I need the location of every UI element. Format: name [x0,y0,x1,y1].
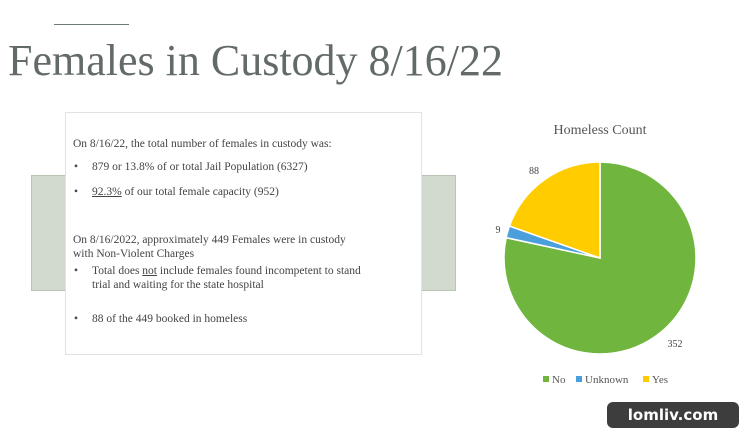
homeless-pie-chart: Homeless Count 352 9 88 No Unknown Yes [470,112,732,398]
data-label-yes: 88 [529,166,539,177]
bullet-symbol: • [74,313,79,325]
title-accent-line [54,24,129,25]
watermark-badge: lomliv.com [607,402,739,428]
bullet-incompetent-line-2: trial and waiting for the state hospital [92,279,264,291]
legend-swatch-yes [643,376,649,382]
legend-label-unknown: Unknown [585,374,629,386]
bullet-incompetent: Total does not include females found inc… [92,264,361,278]
incompetent-text-a: Total does [92,265,143,277]
legend-swatch-no [543,376,549,382]
data-label-no: 352 [668,339,683,350]
data-label-unknown: 9 [496,225,501,236]
chart-title: Homeless Count [554,123,647,138]
capacity-text: of our total female capacity (952) [121,186,279,198]
bullet-homeless: 88 of the 449 booked in homeless [92,313,248,325]
bullet-symbol: • [74,265,79,277]
legend-label-no: No [552,374,566,386]
legend-label-yes: Yes [652,374,668,386]
slide-title: Females in Custody 8/16/22 [8,36,503,85]
text-card: On 8/16/22, the total number of females … [65,112,422,355]
legend-swatch-unknown [576,376,582,382]
incompetent-text-b: include females found incompetent to sta… [157,265,361,277]
bullet-symbol: • [74,186,79,198]
pie-slice-yes [508,161,601,260]
capacity-percent: 92.3% [92,186,122,198]
bullet-symbol: • [74,161,79,173]
non-violent-line-1: On 8/16/2022, approximately 449 Females … [73,234,346,246]
intro-text: On 8/16/22, the total number of females … [73,138,332,150]
pie-chart-svg: Homeless Count 352 9 88 No Unknown Yes [496,123,697,386]
incompetent-not: not [142,265,157,277]
bullet-capacity: 92.3% of our total female capacity (952) [92,185,279,199]
bullet-jail-population: 879 or 13.8% of or total Jail Population… [92,161,308,173]
non-violent-line-2: with Non-Violent Charges [73,248,195,260]
